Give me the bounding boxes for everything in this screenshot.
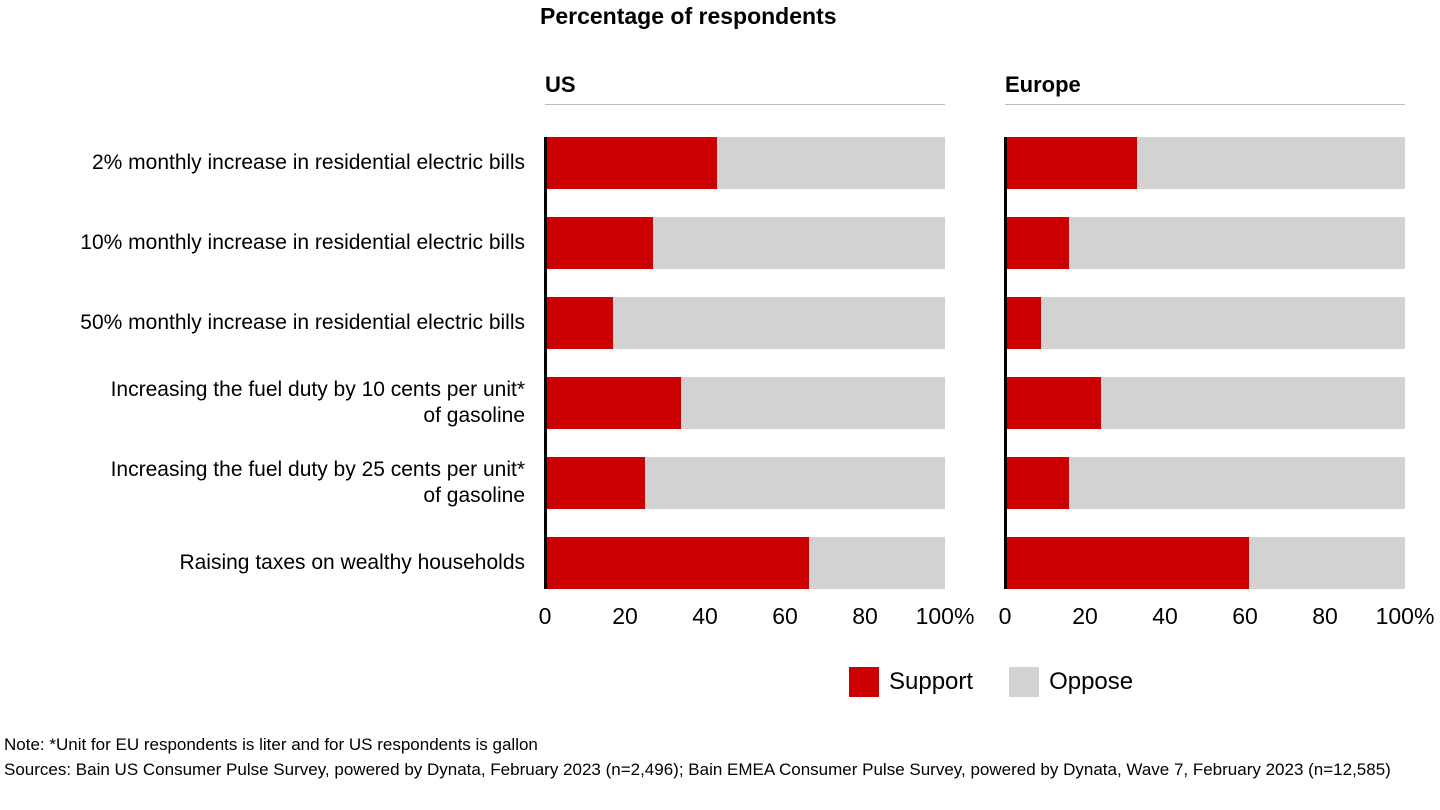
category-label: Raising taxes on wealthy households [179,550,525,574]
axis-tick: 60 [772,603,798,629]
bar-segment-support [545,537,809,589]
support-swatch-icon [849,667,879,697]
chart-title: Percentage of respondents [540,3,837,29]
axis-tick: 20 [1072,603,1098,629]
bar-segment-oppose [1101,377,1405,429]
chart-row: Raising taxes on wealthy households [0,537,1440,589]
category-label: 50% monthly increase in residential elec… [80,310,525,334]
axis-tick: 20 [612,603,638,629]
bar-segment-oppose [645,457,945,509]
bar-track-europe [1005,457,1405,509]
axis-tick: 100% [915,603,975,629]
sources-line: Sources: Bain US Consumer Pulse Survey, … [4,759,1391,779]
panel-header-europe-label: Europe [1005,72,1081,97]
chart-row: 2% monthly increase in residential elect… [0,137,1440,189]
footnotes: Note: *Unit for EU respondents is liter … [4,733,1428,783]
bar-track-us [545,217,945,269]
bar-segment-support [1005,537,1249,589]
bar-segment-oppose [1137,137,1405,189]
chart-row: 50% monthly increase in residential elec… [0,297,1440,349]
bar-segment-oppose [1041,297,1405,349]
legend: Support Oppose [849,667,1133,697]
axis-tick: 80 [852,603,878,629]
bar-segment-support [545,217,653,269]
legend-oppose-label: Oppose [1049,668,1134,695]
note-line: Note: *Unit for EU respondents is liter … [4,735,538,754]
bar-segment-oppose [653,217,945,269]
y-axis-line-europe [1004,137,1007,589]
bar-segment-oppose [809,537,945,589]
axis-ticks: 0 20 40 60 80 100% [999,603,1435,637]
panel-header-us-label: US [545,72,576,97]
bar-segment-oppose [1249,537,1405,589]
bar-track-us [545,537,945,589]
axis-tick: 0 [538,603,552,629]
bar-segment-support [545,457,645,509]
category-label: Increasing the fuel duty by 10 cents per… [110,377,525,427]
axis-tick: 80 [1312,603,1338,629]
bar-segment-oppose [1069,217,1405,269]
bar-track-europe [1005,137,1405,189]
axis-tick: 100% [1375,603,1435,629]
axis-tick: 40 [1152,603,1178,629]
panel-header-europe: Europe [1005,72,1405,105]
bar-track-us [545,377,945,429]
bar-segment-support [1005,457,1069,509]
chart-row: Increasing the fuel duty by 25 cents per… [0,457,1440,509]
bar-segment-support [1005,137,1137,189]
chart-row: 10% monthly increase in residential elec… [0,217,1440,269]
bar-segment-support [1005,217,1069,269]
bar-track-us [545,297,945,349]
axis-tick: 60 [1232,603,1258,629]
bar-segment-oppose [613,297,945,349]
y-axis-line-us [544,137,547,589]
bar-segment-oppose [681,377,945,429]
axis-ticks: 0 20 40 60 80 100% [539,603,975,637]
oppose-swatch-icon [1009,667,1040,697]
chart-row: Increasing the fuel duty by 10 cents per… [0,377,1440,429]
panel-header-us: US [545,72,945,105]
legend-item-support: Support [849,667,973,697]
bar-segment-oppose [717,137,945,189]
bar-track-europe [1005,377,1405,429]
axis-tick: 40 [692,603,718,629]
bar-track-europe [1005,217,1405,269]
chart-rows: 2% monthly increase in residential elect… [0,137,1440,589]
bar-track-europe [1005,537,1405,589]
bar-segment-support [1005,377,1101,429]
axis-tick: 0 [998,603,1012,629]
category-label: 2% monthly increase in residential elect… [91,150,525,174]
bar-segment-support [1005,297,1041,349]
category-label: 10% monthly increase in residential elec… [80,230,525,254]
legend-support-label: Support [889,668,974,695]
bar-track-europe [1005,297,1405,349]
category-label: Increasing the fuel duty by 25 cents per… [110,457,525,507]
bar-track-us [545,137,945,189]
bar-segment-support [545,377,681,429]
bar-segment-support [545,137,717,189]
bar-track-us [545,457,945,509]
bar-segment-oppose [1069,457,1405,509]
legend-item-oppose: Oppose [1009,667,1133,697]
bar-segment-support [545,297,613,349]
